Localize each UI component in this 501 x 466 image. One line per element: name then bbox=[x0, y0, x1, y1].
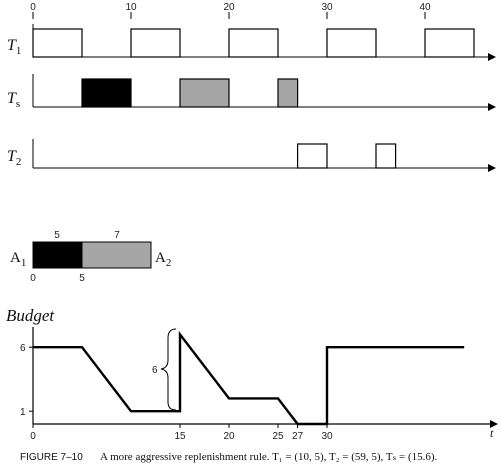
top-tick-label: 0 bbox=[30, 2, 36, 13]
budget-x-tick-label: 15 bbox=[174, 431, 186, 442]
budget-ticks: 610 15 20 25 27 30 bbox=[20, 343, 333, 442]
row-ts-job bbox=[179, 78, 230, 108]
row-ts-job bbox=[277, 78, 299, 108]
row-t1-arrow bbox=[488, 53, 496, 61]
budget-x-tick-label: 0 bbox=[30, 431, 36, 442]
row-t1-job bbox=[424, 28, 475, 58]
timeline-rows bbox=[32, 24, 496, 172]
brace-label: 6 bbox=[152, 365, 158, 376]
account-axis-0: 0 bbox=[30, 273, 36, 284]
row-label-t1: T1 bbox=[7, 37, 21, 57]
top-tick-label: 40 bbox=[419, 2, 431, 13]
top-tick-label: 20 bbox=[223, 2, 235, 13]
budget-y-tick-label: 1 bbox=[20, 407, 26, 418]
row-t2-arrow bbox=[488, 164, 496, 172]
budget-y-tick-label: 6 bbox=[20, 343, 26, 354]
budget-x-tick-label: 25 bbox=[272, 431, 284, 442]
row-t2-job bbox=[297, 143, 328, 169]
account-a1-label: A1 bbox=[10, 250, 26, 269]
row-label-t2: T2 bbox=[7, 148, 21, 168]
account-a1-segment bbox=[32, 241, 83, 269]
budget-brace bbox=[160, 328, 177, 411]
row-t1-job bbox=[326, 28, 377, 58]
row-ts-arrow bbox=[488, 103, 496, 111]
caption-label: FIGURE 7–10 bbox=[20, 452, 83, 463]
top-axis: 0 10 20 30 40 bbox=[30, 2, 431, 19]
row-label-ts: Ts bbox=[7, 90, 20, 110]
row-t1-job bbox=[130, 28, 181, 58]
budget-t-label: t bbox=[490, 426, 494, 440]
budget-x-tick-label: 30 bbox=[321, 431, 333, 442]
top-tick-label: 10 bbox=[125, 2, 137, 13]
budget-x-tick-label: 27 bbox=[292, 431, 304, 442]
account-a1-value: 5 bbox=[54, 230, 60, 241]
account-axis-5: 5 bbox=[79, 273, 85, 284]
budget-line bbox=[33, 330, 465, 426]
top-tick-label: 30 bbox=[321, 2, 333, 13]
row-ts-job bbox=[81, 78, 132, 108]
row-t1-job bbox=[32, 28, 83, 58]
row-t2-job bbox=[375, 143, 397, 169]
budget-axis-arrow bbox=[490, 420, 498, 428]
account-a2-segment bbox=[81, 241, 152, 269]
budget-title: Budget bbox=[6, 306, 55, 325]
account-a2-label: A2 bbox=[155, 250, 171, 269]
row-t1-job bbox=[228, 28, 279, 58]
budget-x-tick-label: 20 bbox=[223, 431, 235, 442]
account-a2-value: 7 bbox=[114, 230, 120, 241]
caption-text: A more aggressive replenishment rule. T₁… bbox=[100, 451, 438, 463]
